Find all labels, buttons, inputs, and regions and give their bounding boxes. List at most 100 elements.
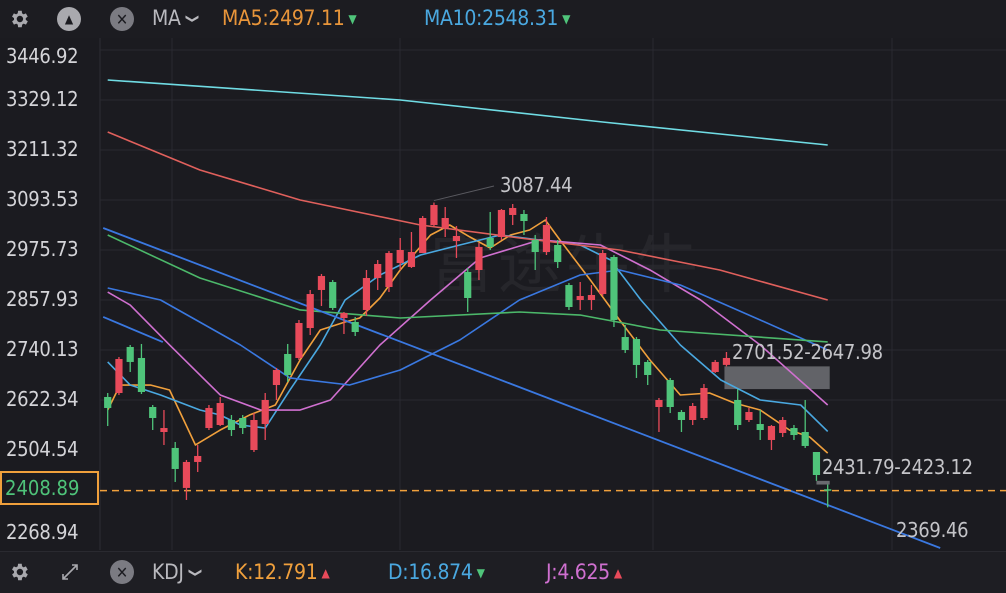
indicator-name: KDJ: [152, 560, 184, 584]
high-annotation: 3087.44: [500, 173, 573, 197]
candle: [430, 205, 438, 225]
candle: [745, 412, 753, 420]
ma5-value: MA5:2497.11 ▼: [222, 6, 357, 30]
candle: [644, 361, 652, 375]
y-axis-tick-label: 2268.94: [6, 520, 79, 544]
line-ma10: [107, 234, 829, 432]
main-indicator-bar: ▲ ✕ MA ❯ MA5:2497.11 ▼ MA10:2548.31 ▼: [0, 0, 1006, 38]
moving-average-line: [107, 239, 829, 411]
high-leader-line: [433, 185, 495, 202]
candle: [587, 294, 596, 300]
candle: [734, 400, 742, 425]
candle: [396, 250, 404, 263]
moving-average-line: [107, 131, 828, 301]
gap-lower-annotation: 2431.79-2423.12: [822, 455, 973, 479]
candle: [295, 323, 303, 358]
settings-gear-icon[interactable]: [6, 559, 32, 585]
candle: [576, 296, 584, 300]
trendline: [102, 227, 941, 549]
candle: [554, 244, 562, 263]
candle: [194, 455, 202, 462]
y-axis-tick-label: 2857.93: [6, 286, 79, 311]
down-arrow-icon: ▼: [348, 12, 357, 26]
indicator-name: MA: [152, 6, 181, 30]
candle: [284, 353, 292, 375]
gap-box: [816, 480, 830, 485]
y-axis-tick-label: 2740.13: [6, 336, 79, 361]
low-annotation: 2369.46: [896, 518, 969, 542]
candle: [779, 419, 787, 433]
ma10-value: MA10:2548.31 ▼: [424, 6, 571, 30]
candle: [362, 278, 371, 310]
kdj-k-value: K:12.791 ▲: [235, 560, 330, 584]
y-axis-tick-label: 3446.92: [6, 44, 79, 68]
candle: [385, 253, 393, 288]
candle: [261, 400, 269, 425]
y-axis-tick-label: 2975.73: [6, 236, 79, 261]
sub-indicator-bar: ✕ KDJ ❯ K:12.791 ▲ D:16.874 ▼ J:4.625 ▲: [0, 551, 1006, 593]
candle: [250, 419, 258, 450]
kdj-d-value: D:16.874 ▼: [388, 560, 485, 584]
gap-box: [724, 366, 830, 390]
settings-gear-icon[interactable]: [6, 6, 32, 32]
candle: [509, 207, 517, 215]
candle: [205, 407, 213, 429]
expand-icon[interactable]: [57, 559, 83, 585]
candle: [407, 251, 416, 267]
candle: [666, 380, 674, 408]
candle: [711, 361, 719, 372]
candle: [677, 412, 686, 420]
gap-upper-annotation: 2701.52-2647.98: [732, 340, 883, 364]
indicator-selector[interactable]: MA ❯: [152, 6, 199, 30]
collapse-up-icon[interactable]: ▲: [56, 6, 82, 32]
candle: [441, 217, 449, 229]
candle: [104, 396, 112, 408]
candle: [419, 217, 427, 254]
candle: [621, 337, 629, 350]
line-ma5: [106, 219, 829, 454]
y-axis-tick-label: 3093.53: [6, 186, 79, 211]
candle: [599, 253, 607, 295]
candle: [812, 451, 821, 475]
moving-average-line: [107, 234, 828, 343]
candle: [126, 346, 134, 362]
y-axis-tick-label: 2622.34: [6, 386, 79, 411]
candle: [497, 209, 506, 238]
y-axis-tick-label: 2504.54: [6, 436, 79, 461]
moving-average-line: [107, 79, 828, 146]
candle: [272, 369, 281, 386]
trendline: [102, 316, 164, 343]
kdj-j-value: J:4.625 ▲: [546, 560, 622, 584]
candle: [137, 357, 146, 393]
candle: [351, 321, 359, 333]
candle: [767, 426, 776, 440]
candle: [374, 264, 382, 279]
candle: [689, 405, 697, 420]
indicator-selector[interactable]: KDJ ❯: [152, 560, 202, 584]
moving-average-line: [107, 269, 829, 386]
candle: [149, 407, 157, 418]
candle: [115, 358, 123, 393]
candle: [239, 417, 247, 429]
candle: [227, 419, 236, 431]
candle: [756, 424, 764, 431]
up-arrow-icon: ▲: [613, 566, 622, 580]
candle: [790, 428, 798, 436]
candle: [565, 285, 573, 308]
candle: [452, 235, 461, 242]
candle: [306, 294, 314, 329]
candle: [160, 428, 168, 433]
candle: [486, 237, 494, 247]
candle: [171, 447, 179, 469]
candle: [464, 271, 472, 299]
close-indicator-icon[interactable]: ✕: [109, 6, 135, 32]
current-price-label: 2408.89: [0, 471, 99, 505]
candle: [182, 461, 191, 488]
up-arrow-icon: ▲: [321, 566, 330, 580]
candle: [340, 312, 348, 318]
y-axis-tick-label: 3211.32: [6, 136, 79, 161]
close-indicator-icon[interactable]: ✕: [109, 559, 135, 585]
candle: [801, 432, 809, 446]
candle: [722, 357, 731, 365]
